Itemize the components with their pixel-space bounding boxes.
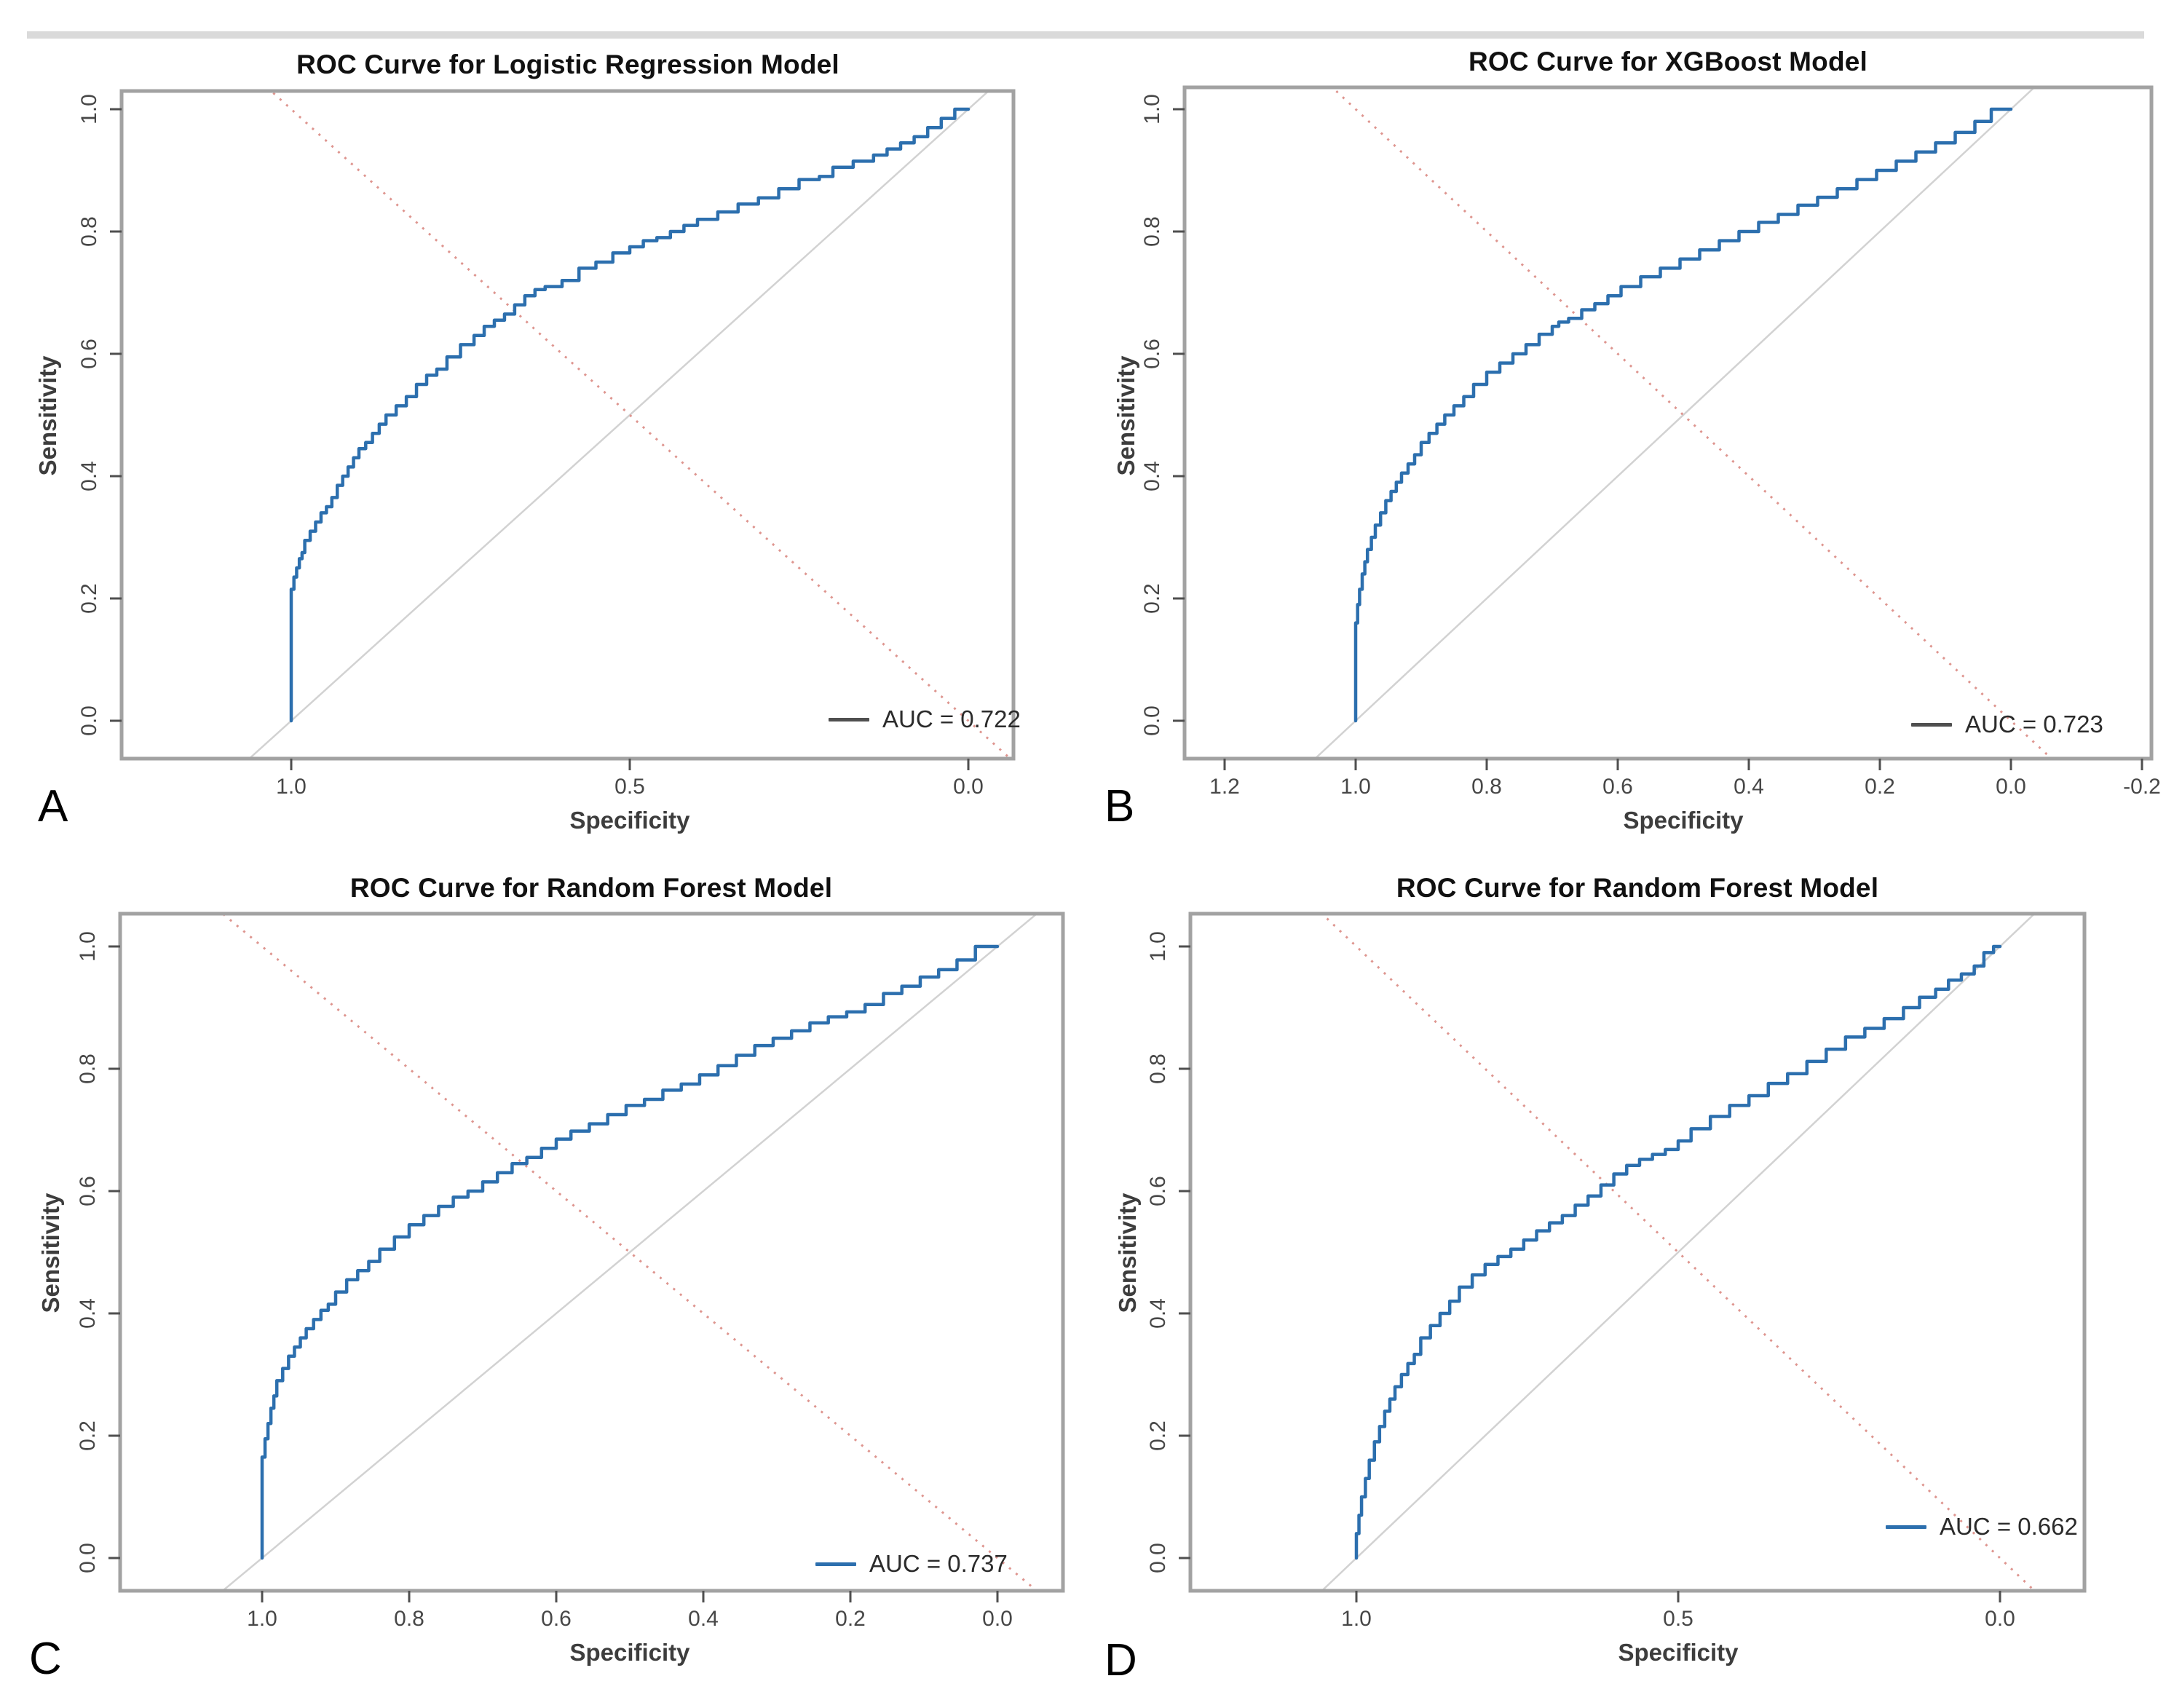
y-tick-label: 1.0	[1140, 94, 1164, 124]
legend-line-swatch	[829, 717, 869, 721]
y-tick-label: 0.4	[76, 1298, 100, 1329]
auc-value-label: AUC = 0.723	[1965, 711, 2103, 738]
y-tick-label: 0.0	[77, 705, 101, 736]
x-tick-label: 1.0	[1341, 1607, 1372, 1631]
x-tick-label: 0.2	[835, 1607, 866, 1631]
x-tick-label: 0.6	[541, 1607, 572, 1631]
x-tick-label: -0.2	[2123, 775, 2161, 799]
panel-a: ROC Curve for Logistic Regression Model …	[0, 0, 1083, 854]
x-tick-label: 0.0	[953, 775, 984, 799]
panel-letter: D	[1104, 1635, 1137, 1685]
y-tick-label: 0.0	[76, 1543, 100, 1573]
y-tick-label: 0.2	[1140, 583, 1164, 614]
y-tick-label: 0.0	[1146, 1543, 1170, 1573]
legend-line-swatch	[815, 1562, 856, 1566]
y-tick-label: 0.6	[1146, 1176, 1170, 1206]
y-tick-label: 0.6	[76, 1176, 100, 1206]
y-tick-label: 0.0	[1140, 705, 1164, 736]
panel-d: ROC Curve for Random Forest Model Sensit…	[1083, 854, 2166, 1708]
x-tick-label: 1.0	[1340, 775, 1371, 799]
roc-plot-d	[1179, 912, 2087, 1602]
x-tick-label: 0.5	[1663, 1607, 1693, 1631]
y-tick-label: 1.0	[1146, 931, 1170, 962]
auc-value-label: AUC = 0.722	[882, 705, 1021, 732]
panel-letter: C	[29, 1634, 62, 1684]
panel-letter: B	[1104, 781, 1135, 831]
y-tick-label: 0.2	[77, 583, 101, 614]
x-tick-label: 0.0	[1996, 775, 2026, 799]
plot-title: ROC Curve for Logistic Regression Model	[296, 50, 839, 79]
y-tick-label: 1.0	[77, 94, 101, 124]
auc-value-label: AUC = 0.737	[869, 1550, 1008, 1577]
x-tick-label: 0.8	[394, 1607, 424, 1631]
legend-line-swatch	[1911, 722, 1952, 727]
x-tick-label: 1.0	[247, 1607, 277, 1631]
x-axis-label: Specificity	[569, 807, 690, 834]
panel-c: ROC Curve for Random Forest Model Sensit…	[0, 854, 1083, 1708]
top-divider	[27, 31, 2144, 39]
auc-legend: AUC = 0.722	[829, 705, 1021, 733]
auc-value-label: AUC = 0.662	[1940, 1513, 2078, 1540]
x-axis-label: Specificity	[569, 1639, 690, 1666]
y-axis-label: Sensitivity	[1112, 355, 1139, 476]
x-axis-label: Specificity	[1623, 807, 1744, 834]
y-tick-label: 0.8	[1146, 1053, 1170, 1084]
legend-line-swatch	[1886, 1525, 1926, 1529]
y-tick-label: 0.8	[76, 1053, 100, 1084]
plot-title: ROC Curve for Random Forest Model	[1396, 873, 1879, 903]
y-tick-label: 0.6	[1140, 339, 1164, 369]
x-axis-label: Specificity	[1618, 1639, 1739, 1666]
x-tick-label: 0.0	[982, 1607, 1013, 1631]
y-axis-label: Sensitivity	[37, 1193, 64, 1313]
y-tick-label: 0.8	[1140, 216, 1164, 247]
y-tick-label: 0.8	[77, 216, 101, 247]
x-tick-label: 0.4	[1734, 775, 1764, 799]
auc-legend: AUC = 0.723	[1911, 711, 2103, 738]
x-tick-label: 0.4	[688, 1607, 719, 1631]
auc-legend: AUC = 0.662	[1886, 1513, 2078, 1541]
x-tick-label: 1.2	[1209, 775, 1240, 799]
plot-title: ROC Curve for Random Forest Model	[349, 873, 833, 903]
x-tick-label: 0.0	[1985, 1607, 2015, 1631]
y-axis-label: Sensitivity	[1114, 1193, 1141, 1313]
x-tick-label: 1.0	[276, 775, 307, 799]
y-tick-label: 0.2	[76, 1420, 100, 1451]
auc-legend: AUC = 0.737	[815, 1550, 1008, 1578]
x-tick-label: 0.6	[1602, 775, 1633, 799]
roc-plot-a	[110, 89, 1016, 770]
panel-b: ROC Curve for XGBoost Model Sensitivity …	[1083, 0, 2166, 854]
roc-plot-b	[1173, 85, 2154, 770]
roc-plot-c	[108, 912, 1065, 1602]
y-tick-label: 0.6	[77, 339, 101, 369]
y-tick-label: 1.0	[76, 931, 100, 962]
y-tick-label: 0.4	[77, 461, 101, 491]
y-tick-label: 0.2	[1146, 1420, 1170, 1451]
y-tick-label: 0.4	[1146, 1298, 1170, 1329]
x-tick-label: 0.2	[1865, 775, 1895, 799]
plot-title: ROC Curve for XGBoost Model	[1468, 47, 1868, 76]
panel-letter: A	[38, 781, 68, 831]
x-tick-label: 0.8	[1471, 775, 1502, 799]
y-tick-label: 0.4	[1140, 461, 1164, 491]
x-tick-label: 0.5	[614, 775, 645, 799]
y-axis-label: Sensitivity	[34, 355, 61, 476]
